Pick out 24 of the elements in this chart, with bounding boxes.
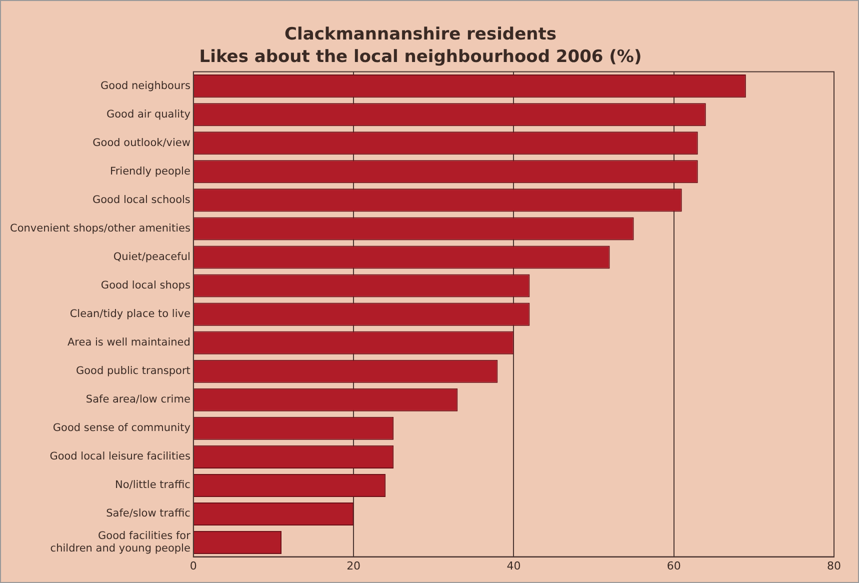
y-tick-label: Good outlook/view [92,136,191,149]
x-tick-label: 20 [346,559,361,572]
chart-subtitle: Likes about the local neighbourhood 2006 (%) [199,47,642,68]
y-tick-label: Good local schools [92,194,190,206]
y-tick-label: Quiet/peaceful [113,250,190,263]
y-tick-label: Friendly people [110,165,190,178]
y-tick-label: Good neighbours [100,80,190,92]
y-tick-label: Safe area/low crime [86,394,190,406]
y-tick-label: No/little traffic [115,479,191,492]
y-tick-label: Convenient shops/other amenities [10,222,190,234]
x-tick-label: 60 [666,559,681,572]
y-tick-label: Good facilities for children and young people [50,530,192,555]
y-tick-label: Good local shops [100,280,190,292]
x-tick-label: 80 [827,559,841,572]
y-tick-label: Clean/tidy place to live [70,308,190,320]
y-tick-label: Area is well maintained [67,336,190,349]
y-tick-label: Safe/slow traffic [106,508,191,520]
chart-title: Clackmannanshire residents [284,24,556,45]
x-tick-label: 40 [506,559,521,572]
y-tick-label: Good air quality [106,108,190,120]
x-tick-label: 0 [190,559,197,572]
y-tick-label: Good sense of community [52,422,190,434]
y-tick-label: Good public transport [76,365,190,378]
y-tick-label: Good local leisure facilities [50,450,190,463]
